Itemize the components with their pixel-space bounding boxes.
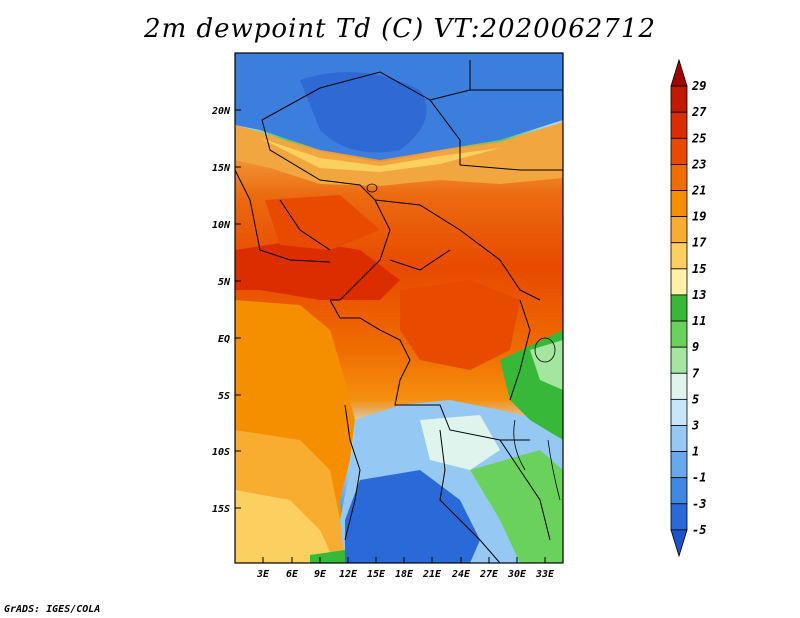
lon-label: 9E — [314, 569, 327, 580]
lon-label: 15E — [367, 569, 386, 580]
colorbar-swatch — [670, 294, 688, 322]
lat-label: 5S — [218, 391, 230, 402]
colorbar-swatch — [670, 451, 688, 479]
lon-label: 6E — [286, 569, 299, 580]
colorbar-label: 5 — [692, 392, 699, 406]
colorbar-label: 15 — [692, 262, 706, 276]
colorbar-label: 3 — [691, 418, 699, 432]
colorbar-swatch — [670, 425, 688, 452]
colorbar-label: 9 — [692, 340, 699, 354]
colorbar-label: 21 — [691, 184, 706, 198]
colorbar-label: 27 — [691, 105, 707, 119]
colorbar-swatch — [670, 111, 688, 139]
lon-label: 12E — [339, 569, 358, 580]
colorbar-label: -5 — [692, 523, 706, 537]
colorbar-label: -1 — [692, 471, 706, 485]
colorbar-top-arrow — [670, 58, 688, 87]
colorbar-swatch — [670, 85, 688, 113]
colorbar-swatch — [670, 320, 688, 348]
lat-label: 20N — [211, 106, 231, 117]
lon-label: 21E — [422, 569, 442, 580]
latitude-labels: 20N 15N 10N 5N EQ 5S 10S 15S — [211, 106, 241, 515]
colorbar-swatch — [670, 242, 688, 270]
colorbar-swatch — [670, 164, 688, 191]
lon-label: 30E — [507, 569, 527, 580]
colorbar-label: 11 — [692, 314, 706, 328]
lat-label: 15N — [212, 163, 231, 174]
colorbar-swatch — [670, 216, 688, 244]
map-frame — [234, 52, 564, 564]
lat-label: 10N — [212, 220, 231, 231]
lon-label: 24E — [451, 569, 471, 580]
colorbar-swatch — [670, 137, 688, 165]
lat-label: 15S — [212, 504, 230, 515]
colorbar-bottom-arrow — [670, 529, 688, 558]
lon-label: 27E — [479, 569, 499, 580]
colorbar: 29 27 25 23 21 19 17 15 13 11 9 7 5 3 1 -1 -3 -5 — [670, 58, 707, 558]
dewpoint-field — [235, 53, 563, 563]
lon-label: 33E — [535, 569, 555, 580]
colorbar-swatch — [670, 398, 688, 426]
colorbar-swatch — [670, 268, 688, 296]
colorbar-label: 17 — [692, 236, 707, 250]
lon-label: 18E — [395, 569, 414, 580]
colorbar-label: 25 — [691, 131, 706, 145]
lon-label: 3E — [256, 569, 270, 580]
colorbar-label: 23 — [691, 157, 706, 171]
lat-label: 10S — [212, 447, 230, 458]
colorbar-swatch — [670, 190, 688, 218]
grads-credit: GrADS: IGES/COLA — [4, 604, 101, 615]
longitude-labels: 3E 6E 9E 12E 15E 18E 21E 24E 27E 30E 33E — [256, 557, 555, 580]
colorbar-swatch — [670, 503, 688, 531]
colorbar-swatch — [670, 477, 688, 505]
map-title: 2m dewpoint Td (C) VT:2020062712 — [144, 14, 656, 44]
colorbar-swatch — [670, 372, 688, 400]
colorbar-label: 1 — [692, 445, 699, 459]
colorbar-label: 7 — [692, 366, 700, 380]
colorbar-label: 29 — [691, 79, 706, 93]
lat-label: 5N — [218, 277, 231, 288]
country-borders — [235, 60, 563, 563]
colorbar-swatch — [670, 346, 688, 374]
colorbar-label: 13 — [692, 288, 706, 302]
lat-label: EQ — [218, 334, 230, 345]
colorbar-label: 19 — [692, 210, 706, 224]
colorbar-label: -3 — [692, 497, 706, 511]
lakes — [366, 183, 561, 501]
